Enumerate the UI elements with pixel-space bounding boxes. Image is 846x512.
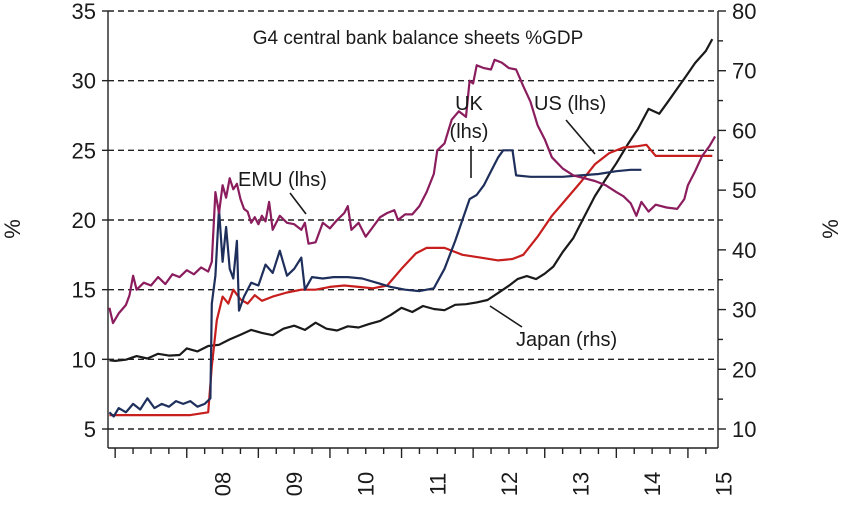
leader-us [565,119,596,155]
annotation-us: US (lhs) [534,93,606,115]
right-tick-label: 60 [732,118,756,143]
left-tick-label: 20 [72,208,96,233]
series-uk-line [108,149,642,418]
x-tick-label: 08 [211,472,236,496]
left-tick-label: 10 [72,347,96,372]
right-tick-label: 70 [732,59,756,84]
right-tick-label: 10 [732,417,756,442]
annotation-uk-line2: (lhs) [450,121,489,143]
x-tick-label: 11 [425,473,450,496]
annotation-emu: EMU (lhs) [238,169,327,191]
left-tick-label: 35 [72,0,96,24]
annotation-japan: Japan (rhs) [516,329,617,351]
series-lines [108,38,717,418]
annotation-uk-line1: UK [455,93,483,115]
series-us-line [109,143,713,417]
left-tick-label: 5 [84,417,96,442]
x-tick-label: 09 [282,472,307,496]
left-tick-label: 25 [72,138,96,163]
right-axis-unit: % [818,219,843,239]
right-tick-label: 80 [732,0,756,24]
x-tick-label: 12 [497,472,522,496]
axes [102,10,726,458]
series-japan-line [109,38,714,362]
leader-emu [289,192,307,215]
right-tick-label: 30 [732,298,756,323]
annotation-leaders [289,119,596,328]
series-emu-line [108,58,717,325]
x-tick-label: 15 [712,472,737,496]
x-tick-label: 10 [354,472,379,496]
gridlines [108,10,718,430]
right-tick-label: 50 [732,178,756,203]
left-tick-label: 15 [72,278,96,303]
leader-japan [489,305,523,328]
x-tick-label: 14 [640,472,665,496]
right-tick-label: 20 [732,357,756,382]
chart-title: G4 central bank balance sheets %GDP [253,28,584,49]
right-tick-label: 40 [732,238,756,263]
axis-labels: 5 10 15 20 25 30 35 10 20 30 40 50 60 70 80 08 09 10 11 12 1… [72,0,757,496]
left-tick-label: 30 [72,69,96,94]
left-axis-unit: % [0,219,25,239]
x-tick-label: 13 [569,472,594,496]
